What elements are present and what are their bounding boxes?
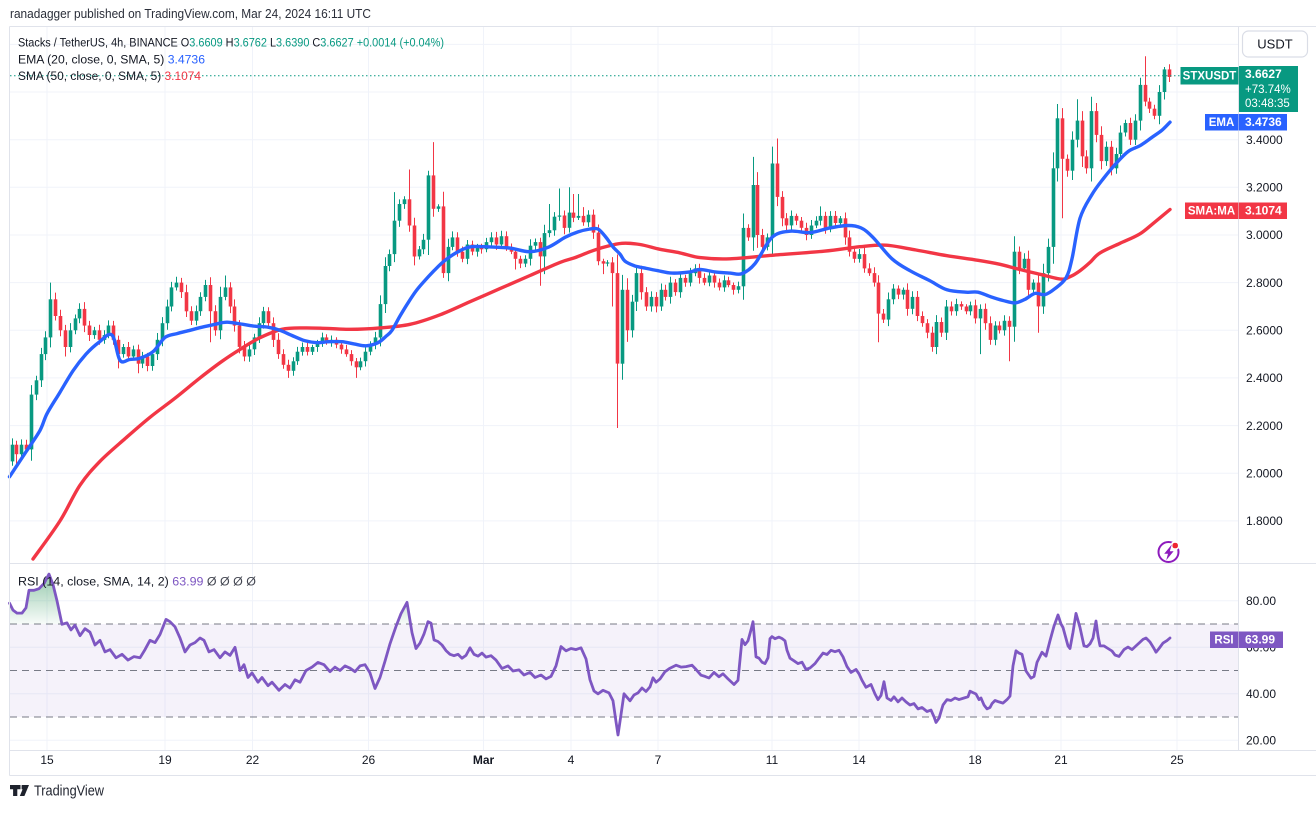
svg-text:3.4736: 3.4736 [1245, 115, 1282, 129]
svg-text:USDT: USDT [1257, 37, 1292, 52]
svg-text:03:48:35: 03:48:35 [1245, 98, 1290, 110]
svg-text:80.00: 80.00 [1246, 594, 1276, 608]
svg-text:SMA:MA: SMA:MA [1188, 206, 1235, 218]
svg-text:EMA: EMA [1209, 117, 1235, 129]
svg-text:3.1074: 3.1074 [1245, 204, 1282, 218]
svg-text:2.0000: 2.0000 [1246, 466, 1283, 480]
svg-text:1.8000: 1.8000 [1246, 514, 1283, 528]
svg-text:2.8000: 2.8000 [1246, 276, 1283, 290]
svg-text:Stacks / TetherUS, 4h, BINANCE: Stacks / TetherUS, 4h, BINANCE O3.6609 H… [18, 36, 444, 50]
svg-text:21: 21 [1054, 753, 1068, 767]
svg-text:EMA (20, close, 0, SMA, 5) 3.4: EMA (20, close, 0, SMA, 5) 3.4736 [18, 53, 205, 67]
svg-text:2.4000: 2.4000 [1246, 371, 1283, 385]
svg-text:11: 11 [766, 753, 779, 767]
svg-text:20.00: 20.00 [1246, 734, 1276, 748]
svg-text:3.4000: 3.4000 [1246, 133, 1283, 147]
svg-text:25: 25 [1170, 753, 1184, 767]
svg-text:7: 7 [655, 753, 662, 767]
svg-text:+73.74%: +73.74% [1245, 84, 1291, 96]
svg-text:RSI (14, close, SMA, 14, 2) 63: RSI (14, close, SMA, 14, 2) 63.99 Ø Ø Ø … [18, 575, 256, 589]
svg-text:18: 18 [968, 753, 982, 767]
svg-text:4: 4 [568, 753, 575, 767]
svg-text:RSI: RSI [1214, 635, 1233, 647]
svg-text:2.2000: 2.2000 [1246, 419, 1283, 433]
svg-text:19: 19 [158, 753, 172, 767]
svg-text:TradingView: TradingView [34, 784, 104, 800]
svg-text:26: 26 [362, 753, 376, 767]
svg-text:3.2000: 3.2000 [1246, 181, 1283, 195]
svg-text:STXUSDT: STXUSDT [1183, 71, 1237, 83]
svg-text:Mar: Mar [473, 753, 495, 767]
svg-text:14: 14 [852, 753, 866, 767]
svg-text:15: 15 [40, 753, 54, 767]
svg-text:3.6627: 3.6627 [1245, 67, 1282, 81]
svg-text:3.0000: 3.0000 [1246, 228, 1283, 242]
svg-text:SMA (50, close, 0, SMA, 5) 3.1: SMA (50, close, 0, SMA, 5) 3.1074 [18, 69, 201, 83]
svg-text:22: 22 [246, 753, 260, 767]
svg-text:ranadagger published on Tradin: ranadagger published on TradingView.com,… [10, 7, 371, 21]
svg-text:2.6000: 2.6000 [1246, 324, 1283, 338]
svg-text:63.99: 63.99 [1245, 633, 1275, 647]
svg-text:40.00: 40.00 [1246, 687, 1276, 701]
